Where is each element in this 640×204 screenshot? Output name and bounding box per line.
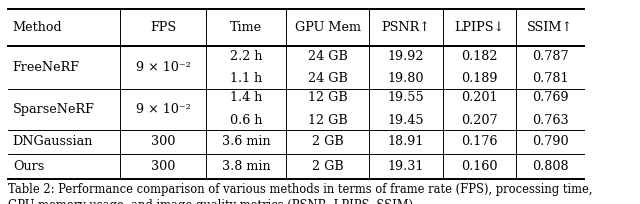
Text: 24 GB: 24 GB xyxy=(308,50,348,63)
Text: 1.1 h: 1.1 h xyxy=(230,72,262,85)
Text: FreeNeRF: FreeNeRF xyxy=(13,61,80,74)
Text: SparseNeRF: SparseNeRF xyxy=(13,103,95,116)
Text: 3.8 min: 3.8 min xyxy=(222,160,270,173)
Text: 19.80: 19.80 xyxy=(388,72,424,85)
Text: 18.91: 18.91 xyxy=(388,135,424,148)
Text: 12 GB: 12 GB xyxy=(308,114,348,127)
Text: 0.6 h: 0.6 h xyxy=(230,114,262,127)
Text: SSIM↑: SSIM↑ xyxy=(527,21,573,34)
Text: 19.55: 19.55 xyxy=(388,91,424,104)
Text: 2 GB: 2 GB xyxy=(312,160,344,173)
Text: 0.787: 0.787 xyxy=(532,50,568,63)
Text: 24 GB: 24 GB xyxy=(308,72,348,85)
Text: 3.6 min: 3.6 min xyxy=(222,135,270,148)
Text: LPIPS↓: LPIPS↓ xyxy=(454,21,505,34)
Text: 0.790: 0.790 xyxy=(532,135,568,148)
Text: 1.4 h: 1.4 h xyxy=(230,91,262,104)
Text: 19.92: 19.92 xyxy=(388,50,424,63)
Text: 9 × 10⁻²: 9 × 10⁻² xyxy=(136,103,190,116)
Text: GPU Mem: GPU Mem xyxy=(294,21,361,34)
Text: 0.201: 0.201 xyxy=(461,91,498,104)
Text: FPS: FPS xyxy=(150,21,176,34)
Text: Ours: Ours xyxy=(13,160,44,173)
Text: 9 × 10⁻²: 9 × 10⁻² xyxy=(136,61,190,74)
Text: 0.189: 0.189 xyxy=(461,72,498,85)
Text: 19.31: 19.31 xyxy=(388,160,424,173)
Text: 19.45: 19.45 xyxy=(388,114,424,127)
Text: Method: Method xyxy=(13,21,63,34)
Text: 12 GB: 12 GB xyxy=(308,91,348,104)
Text: Table 2: Performance comparison of various methods in terms of frame rate (FPS),: Table 2: Performance comparison of vario… xyxy=(8,183,592,204)
Text: 0.769: 0.769 xyxy=(532,91,568,104)
Text: 2 GB: 2 GB xyxy=(312,135,344,148)
Text: DNGaussian: DNGaussian xyxy=(13,135,93,148)
Text: 300: 300 xyxy=(150,160,175,173)
Text: 2.2 h: 2.2 h xyxy=(230,50,262,63)
Text: 0.781: 0.781 xyxy=(532,72,568,85)
Text: PSNR↑: PSNR↑ xyxy=(381,21,431,34)
Text: 300: 300 xyxy=(150,135,175,148)
Text: 0.808: 0.808 xyxy=(532,160,568,173)
Text: Time: Time xyxy=(230,21,262,34)
Text: 0.160: 0.160 xyxy=(461,160,498,173)
Text: 0.207: 0.207 xyxy=(461,114,498,127)
Text: 0.176: 0.176 xyxy=(461,135,498,148)
Text: 0.763: 0.763 xyxy=(532,114,568,127)
Text: 0.182: 0.182 xyxy=(461,50,498,63)
